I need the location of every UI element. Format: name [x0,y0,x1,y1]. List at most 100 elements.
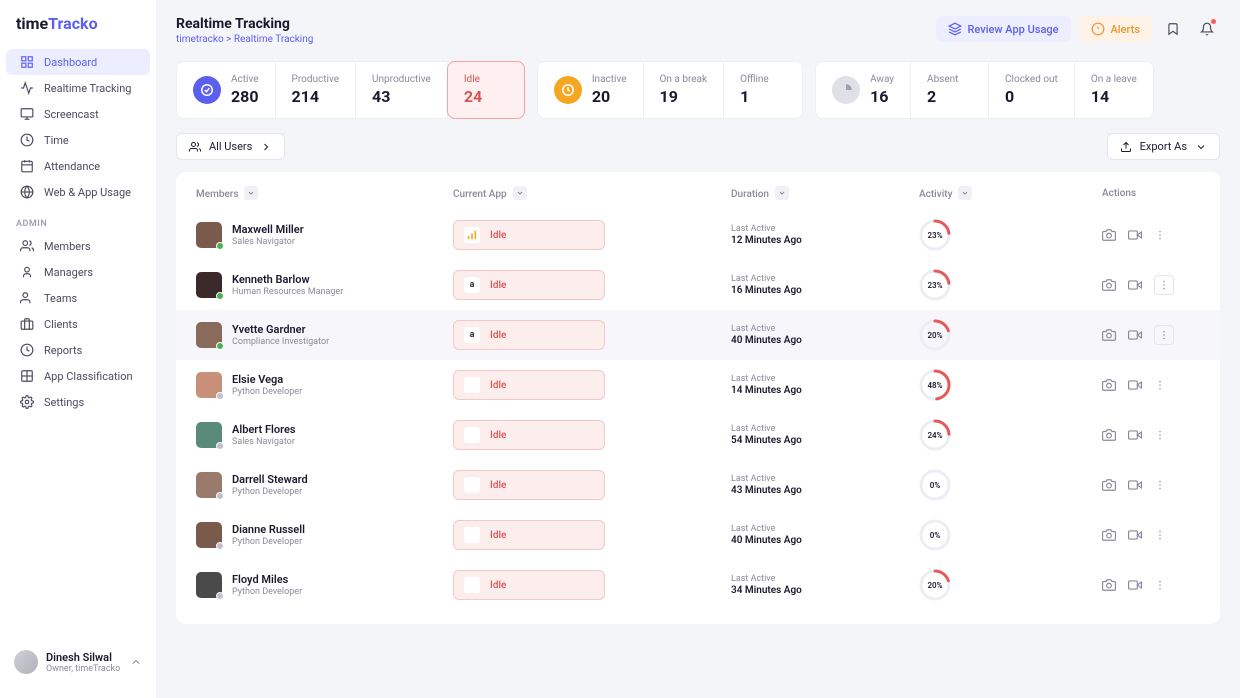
stat-clocked-out[interactable]: Clocked out0 [989,62,1075,118]
stat-on-a-break[interactable]: On a break19 [644,62,725,118]
activity-ring: 24% [919,419,951,451]
screenshot-action[interactable] [1102,478,1116,492]
table-row[interactable]: Darrell StewardPython Developer Idle Las… [176,460,1220,510]
member-avatar [196,222,222,248]
column-duration[interactable]: Duration [731,186,919,200]
member-role: Python Developer [232,587,302,597]
team-icon [20,291,34,305]
nav-attendance[interactable]: Attendance [6,153,150,179]
table-row[interactable]: Dianne RussellPython Developer Idle Last… [176,510,1220,560]
last-active-time: 40 Minutes Ago [731,535,919,546]
table-row[interactable]: Floyd MilesPython Developer Idle Last Ac… [176,560,1220,610]
user-avatar [14,650,38,674]
column-actions: Actions [1102,188,1200,199]
table-row[interactable]: Yvette GardnerCompliance Investigator aI… [176,310,1220,360]
more-action[interactable] [1154,579,1166,591]
bookmark-button[interactable] [1160,16,1186,42]
member-avatar [196,372,222,398]
stat-inactive[interactable]: Inactive20 [538,62,644,118]
stat-idle[interactable]: Idle24 [447,61,525,119]
notification-dot [1211,19,1216,24]
logo[interactable]: timeTracko [0,14,156,49]
screenshot-action[interactable] [1102,278,1116,292]
table-row[interactable]: Albert FloresSales Navigator Idle Last A… [176,410,1220,460]
video-action[interactable] [1128,428,1142,442]
nav-realtime-tracking[interactable]: Realtime Tracking [6,75,150,101]
video-action[interactable] [1128,528,1142,542]
clock-icon [20,133,34,147]
member-avatar [196,572,222,598]
app-icon [464,427,480,443]
nav-dashboard[interactable]: Dashboard [6,49,150,75]
nav-clients[interactable]: Clients [6,311,150,337]
stat-icon [832,76,860,104]
stat-absent[interactable]: Absent2 [911,62,989,118]
nav-time[interactable]: Time [6,127,150,153]
more-action[interactable] [1154,529,1166,541]
page-header: Realtime Tracking timetracko > Realtime … [176,16,1220,45]
activity-ring: 48% [919,369,951,401]
member-role: Sales Navigator [232,437,296,447]
nav-members[interactable]: Members [6,233,150,259]
video-action[interactable] [1128,578,1142,592]
bell-icon [1200,22,1214,36]
column-current-app[interactable]: Current App [453,186,731,200]
stat-productive[interactable]: Productive214 [276,62,356,118]
member-role: Python Developer [232,487,308,497]
nav-teams[interactable]: Teams [6,285,150,311]
more-action[interactable] [1154,229,1166,241]
app-icon [464,477,480,493]
member-avatar [196,322,222,348]
activity-ring: 23% [919,219,951,251]
more-action[interactable] [1154,325,1174,345]
nav-web-app-usage[interactable]: Web & App Usage [6,179,150,205]
stat-icon [554,76,582,104]
table-row[interactable]: Kenneth BarlowHuman Resources Manager aI… [176,260,1220,310]
video-action[interactable] [1128,378,1142,392]
nav-screencast[interactable]: Screencast [6,101,150,127]
nav-settings[interactable]: Settings [6,389,150,415]
user-name: Dinesh Silwal [46,651,120,664]
screenshot-action[interactable] [1102,328,1116,342]
users-icon [189,141,201,153]
video-action[interactable] [1128,278,1142,292]
table-row[interactable]: Elsie VegaPython Developer Idle Last Act… [176,360,1220,410]
app-status-pill: Idle [453,420,605,450]
video-action[interactable] [1128,228,1142,242]
stat-unproductive[interactable]: Unproductive43 [356,62,448,118]
review-app-usage-button[interactable]: Review App Usage [936,16,1071,42]
stat-on-a-leave[interactable]: On a leave14 [1075,62,1153,118]
nav-app-classification[interactable]: App Classification [6,363,150,389]
more-action[interactable] [1154,275,1174,295]
screenshot-action[interactable] [1102,428,1116,442]
nav-managers[interactable]: Managers [6,259,150,285]
more-action[interactable] [1154,429,1166,441]
screenshot-action[interactable] [1102,578,1116,592]
alert-icon [1091,22,1105,36]
sidebar: timeTracko Dashboard Realtime Tracking S… [0,0,156,698]
screenshot-action[interactable] [1102,228,1116,242]
video-action[interactable] [1128,478,1142,492]
all-users-filter[interactable]: All Users [176,133,285,160]
column-activity[interactable]: Activity [919,186,1102,200]
notifications-button[interactable] [1194,16,1220,42]
more-action[interactable] [1154,479,1166,491]
breadcrumb[interactable]: timetracko > Realtime Tracking [176,34,313,45]
alerts-button[interactable]: Alerts [1079,16,1152,42]
stat-active[interactable]: Active280 [177,62,276,118]
stat-away[interactable]: Away16 [816,62,911,118]
nav-reports[interactable]: Reports [6,337,150,363]
screenshot-action[interactable] [1102,378,1116,392]
screenshot-action[interactable] [1102,528,1116,542]
video-action[interactable] [1128,328,1142,342]
table-row[interactable]: Maxwell MillerSales Navigator Idle Last … [176,210,1220,260]
more-action[interactable] [1154,379,1166,391]
globe-icon [20,185,34,199]
column-members[interactable]: Members [196,186,453,200]
stat-icon [193,76,221,104]
user-footer[interactable]: Dinesh Silwal Owner, timeTracko [0,640,156,684]
stat-offline[interactable]: Offline1 [724,62,802,118]
activity-ring: 0% [919,469,951,501]
status-dot [216,392,224,400]
export-button[interactable]: Export As [1107,133,1220,160]
